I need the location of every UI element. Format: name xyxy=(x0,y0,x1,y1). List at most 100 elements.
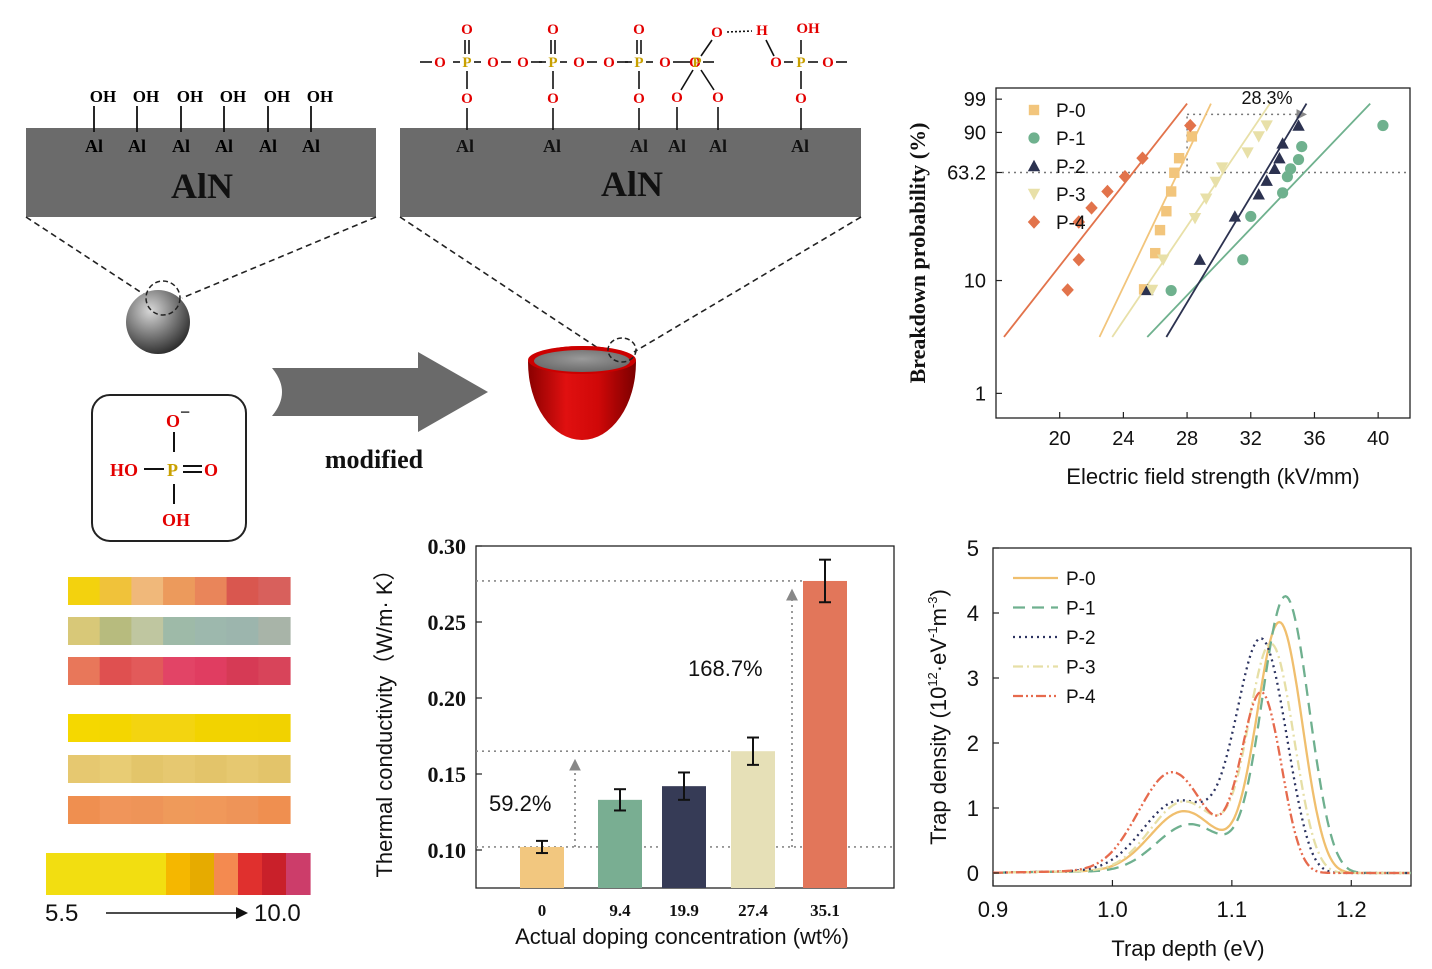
data-point-marker xyxy=(1252,188,1265,200)
ph-color-scale xyxy=(46,853,311,895)
strip-cell xyxy=(68,617,101,645)
legend-label: P-1 xyxy=(1066,599,1096,620)
y-tick-label: 1 xyxy=(975,383,986,405)
strip-cell xyxy=(163,755,196,783)
aln-substrate-bare xyxy=(26,128,376,217)
y-tick-label: 90 xyxy=(964,122,986,144)
y-tick-label: 3 xyxy=(967,666,979,691)
strip-cell xyxy=(68,714,101,742)
oxygen-atom: O xyxy=(689,55,701,71)
oxygen-atom: O xyxy=(659,55,671,71)
oxygen-atom: O xyxy=(517,55,529,71)
data-point-marker xyxy=(1276,137,1289,149)
data-point-marker xyxy=(1072,253,1085,267)
al-atom-modified: Al xyxy=(543,136,561,156)
zoom-line-left-modified xyxy=(399,216,605,353)
strip-cell xyxy=(258,617,291,645)
trap-plot-frame xyxy=(992,547,1412,887)
data-point-marker xyxy=(1260,120,1273,132)
strip-cell xyxy=(99,617,132,645)
aln-core-top xyxy=(534,350,630,372)
x-tick-label: 35.1 xyxy=(810,901,840,920)
strip-cell xyxy=(99,577,132,605)
trap-curve-p-2 xyxy=(993,637,1411,875)
modified-label: modified xyxy=(325,445,424,474)
al-atom-modified: Al xyxy=(630,136,648,156)
legend-label: P-3 xyxy=(1066,658,1096,679)
hydrogen-atom: H xyxy=(756,23,768,39)
acid-oh: OH xyxy=(162,510,190,530)
y-tick-label: 5 xyxy=(967,536,979,561)
y-tick-label: 0.10 xyxy=(428,838,467,863)
y-tick-label: 10 xyxy=(964,271,986,293)
strip-cell xyxy=(194,796,228,824)
ph-arrow-head-icon xyxy=(236,907,248,919)
oxygen-atom: O xyxy=(633,22,645,38)
scale-swatch xyxy=(118,853,143,895)
x-tick-label: 0 xyxy=(538,901,547,920)
trap-curve-p-0 xyxy=(993,620,1411,875)
data-point-marker xyxy=(1161,206,1172,217)
strip-cell xyxy=(194,657,228,685)
data-point-marker xyxy=(1228,210,1242,222)
modification-arrow: modified xyxy=(272,352,488,474)
data-point-marker xyxy=(1209,176,1222,189)
data-point-marker xyxy=(1215,162,1229,174)
al-atom: Al xyxy=(128,136,146,156)
data-point-marker xyxy=(1028,104,1040,116)
hydroxyl-label: OH xyxy=(133,87,159,106)
acid-frame xyxy=(91,394,247,542)
legend-label: P-0 xyxy=(1056,101,1086,122)
data-point-marker xyxy=(1188,213,1202,225)
y-tick-label: 0 xyxy=(967,861,979,886)
data-point-marker xyxy=(1085,201,1098,215)
x-tick-label: 32 xyxy=(1240,428,1262,450)
ph-test-strips xyxy=(68,577,291,824)
scale-swatch xyxy=(262,853,287,895)
y-tick-label: 99 xyxy=(964,89,986,111)
data-point-marker xyxy=(1173,152,1185,164)
data-point-marker xyxy=(1260,174,1273,186)
hydroxyl-label: OH xyxy=(264,87,290,106)
data-point-marker xyxy=(1027,159,1041,172)
phosphorus-atom: P xyxy=(796,55,805,71)
al-atom: Al xyxy=(85,136,103,156)
scale-swatch xyxy=(46,853,71,895)
bar-27.4 xyxy=(731,751,775,888)
x-tick-label: 28 xyxy=(1176,428,1198,450)
bar-annotation-168-7: 168.7% xyxy=(688,656,763,681)
trap-distribution-chart: 0.9 1.0 1.1 1.2 0 1 2 3 4 5 P-0 P-1 P-2 P-3 P-4 Trap … xyxy=(925,536,1412,961)
x-tick-label: 40 xyxy=(1367,428,1389,450)
strip-cell xyxy=(163,617,196,645)
acid-charge: − xyxy=(180,402,190,422)
weibull-x-axis-label: Electric field strength (kV/mm) xyxy=(1066,464,1359,489)
strip-cell xyxy=(258,796,291,824)
data-point-marker xyxy=(1245,210,1257,223)
data-point-marker xyxy=(1277,187,1289,199)
y-tick-label: 0.15 xyxy=(428,762,467,787)
strip-cell xyxy=(163,796,196,824)
phosphoric-acid-box: O − HO P O OH xyxy=(91,394,247,542)
data-point-marker xyxy=(1118,169,1132,184)
acid-ho: HO xyxy=(110,460,138,480)
strip-cell xyxy=(194,577,228,605)
strip-cell xyxy=(68,796,101,824)
strip-cell xyxy=(226,714,259,742)
weibull-y-axis-label: Breakdown probability (%) xyxy=(905,123,930,384)
data-point-marker xyxy=(1184,118,1197,133)
zoom-line-right-modified xyxy=(633,216,862,353)
al-atom: Al xyxy=(302,136,320,156)
strip-cell xyxy=(258,755,291,783)
bar-9.4 xyxy=(598,799,642,888)
data-point-marker xyxy=(1268,162,1281,175)
data-point-marker xyxy=(1156,254,1170,266)
data-point-marker xyxy=(1136,151,1149,165)
data-point-marker xyxy=(1284,163,1297,175)
thermal-conductivity-chart: 0.10 0.15 0.20 0.25 0.30 0 9.4 19.9 27.4 35.1 Act… xyxy=(372,534,895,949)
scale-swatch xyxy=(190,853,215,895)
data-point-marker xyxy=(1292,119,1305,131)
legend-label: P-3 xyxy=(1056,185,1086,206)
data-point-marker xyxy=(1072,215,1085,229)
strip-cell xyxy=(258,714,291,742)
